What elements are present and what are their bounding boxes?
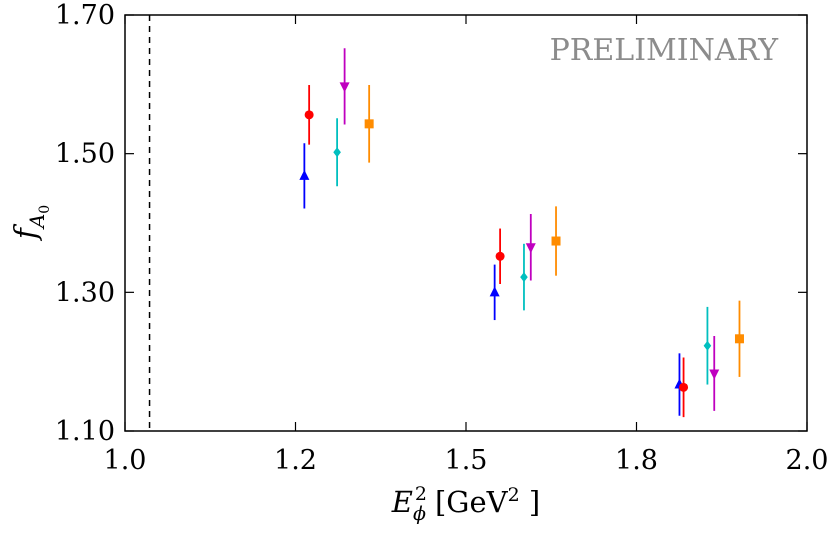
x-axis-label: Eϕ2 [GeV2 ]	[391, 483, 540, 525]
data-point	[679, 382, 689, 392]
x-tick-label: 2.0	[786, 445, 829, 476]
data-point	[489, 286, 500, 297]
series-diamond	[333, 118, 712, 385]
preliminary-annotation: PRELIMINARY	[550, 33, 780, 68]
x-tick-label: 1.2	[274, 445, 317, 476]
data-point	[339, 82, 350, 93]
x-tick-label: 1.8	[615, 445, 658, 476]
data-point	[495, 251, 505, 261]
data-point	[734, 334, 744, 344]
x-tick-label: 1.5	[445, 445, 488, 476]
data-point	[551, 236, 561, 246]
data-point	[304, 110, 314, 120]
y-tick-label: 1.10	[55, 416, 115, 447]
data-point	[709, 369, 720, 380]
series-down-triangle	[339, 48, 720, 411]
y-axis-label: fA0	[9, 205, 53, 241]
series-up-triangle	[299, 143, 685, 416]
data-point	[703, 340, 712, 351]
x-tick-label: 1.0	[104, 445, 147, 476]
plot-frame	[124, 14, 808, 432]
data-point	[333, 147, 341, 158]
y-tick-label: 1.50	[55, 139, 115, 170]
series-circle	[304, 85, 689, 418]
data-point	[364, 119, 374, 129]
y-tick-label: 1.70	[55, 0, 115, 31]
data-point	[525, 243, 536, 254]
data-point	[520, 272, 528, 283]
data-point	[299, 169, 310, 180]
y-tick-label: 1.30	[55, 277, 115, 308]
series-square	[364, 85, 744, 377]
